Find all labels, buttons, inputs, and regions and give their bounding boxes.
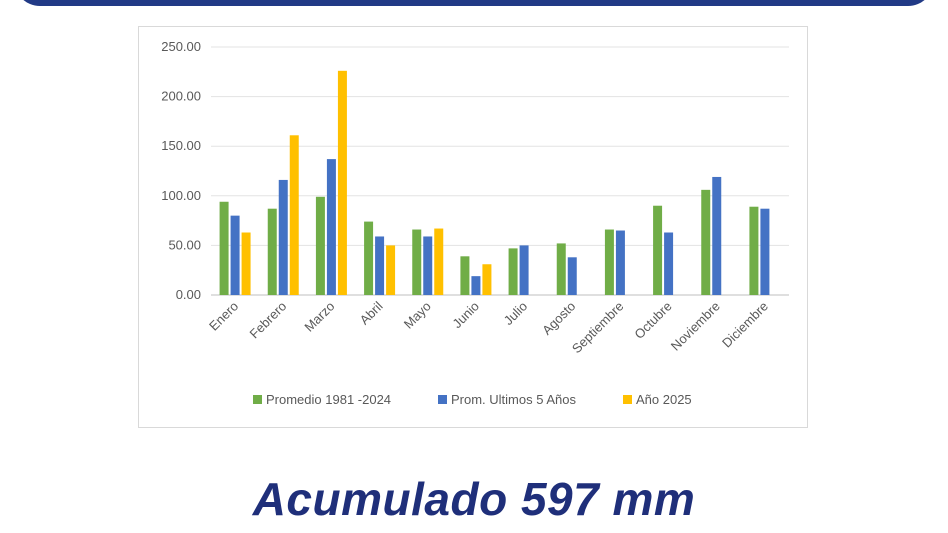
bar-julio-series-1 (508, 248, 518, 295)
precipitation-bar-chart: 0.00 50.00 100.00 150.00 200.00 250.00 Enero Fe… (161, 39, 789, 407)
bar-octubre-series-1 (653, 205, 663, 295)
x-tick-label: Enero (206, 299, 241, 334)
bar-marzo-series-3 (337, 70, 347, 295)
bar-diciembre-series-1 (749, 206, 759, 295)
y-tick-label: 100.00 (161, 188, 201, 203)
legend-label: Año 2025 (636, 392, 692, 407)
legend-swatch (623, 395, 632, 404)
top-banner (14, 0, 934, 6)
y-tick-label: 250.00 (161, 39, 201, 54)
bar-abril-series-2 (375, 236, 385, 295)
bar-mayo-series-1 (412, 229, 422, 295)
bar-mayo-series-2 (423, 236, 433, 295)
bar-febrero-series-2 (278, 179, 288, 295)
x-tick-label: Mayo (401, 299, 434, 332)
bar-junio-series-3 (482, 264, 492, 295)
x-tick-label: Febrero (247, 299, 290, 342)
bar-noviembre-series-1 (701, 189, 711, 295)
bar-febrero-series-1 (267, 208, 277, 295)
y-tick-label: 200.00 (161, 89, 201, 104)
legend-swatch (438, 395, 447, 404)
y-tick-label: 150.00 (161, 138, 201, 153)
y-tick-label: 0.00 (176, 287, 201, 302)
legend-label: Prom. Ultimos 5 Años (451, 392, 576, 407)
x-tick-label: Abril (357, 298, 386, 327)
accumulated-total-title: Acumulado 597 mm (252, 473, 696, 525)
y-tick-label: 50.00 (168, 237, 201, 252)
bar-enero-series-1 (219, 201, 229, 295)
chart-frame: 0.00 50.00 100.00 150.00 200.00 250.00 Enero Fe… (138, 26, 808, 428)
legend-label: Promedio 1981 -2024 (266, 392, 391, 407)
x-tick-label: Diciembre (719, 299, 771, 351)
bar-enero-series-3 (241, 232, 251, 295)
bar-febrero-series-3 (289, 135, 299, 295)
x-tick-label: Marzo (301, 299, 337, 335)
x-tick-label: Junio (449, 299, 482, 332)
bar-marzo-series-1 (315, 196, 325, 295)
bar-septiembre-series-1 (604, 229, 614, 295)
legend-swatch (253, 395, 262, 404)
bar-agosto-series-2 (567, 257, 577, 295)
bar-enero-series-2 (230, 215, 240, 295)
bar-abril-series-3 (386, 245, 396, 295)
bar-octubre-series-2 (664, 232, 674, 295)
bar-diciembre-series-2 (760, 208, 770, 295)
bar-septiembre-series-2 (615, 230, 625, 295)
x-tick-label: Agosto (539, 299, 578, 338)
x-tick-label: Septiembre (569, 299, 627, 357)
bar-agosto-series-1 (556, 243, 566, 295)
bar-marzo-series-2 (326, 159, 336, 295)
x-tick-label: Julio (501, 299, 531, 329)
bar-noviembre-series-2 (712, 176, 722, 295)
bar-julio-series-2 (519, 245, 529, 295)
x-tick-label: Noviembre (668, 299, 723, 354)
bar-abril-series-1 (364, 221, 374, 295)
x-tick-label: Octubre (631, 299, 674, 342)
bar-junio-series-2 (471, 276, 481, 295)
bar-junio-series-1 (460, 256, 470, 295)
bar-mayo-series-3 (434, 228, 444, 295)
